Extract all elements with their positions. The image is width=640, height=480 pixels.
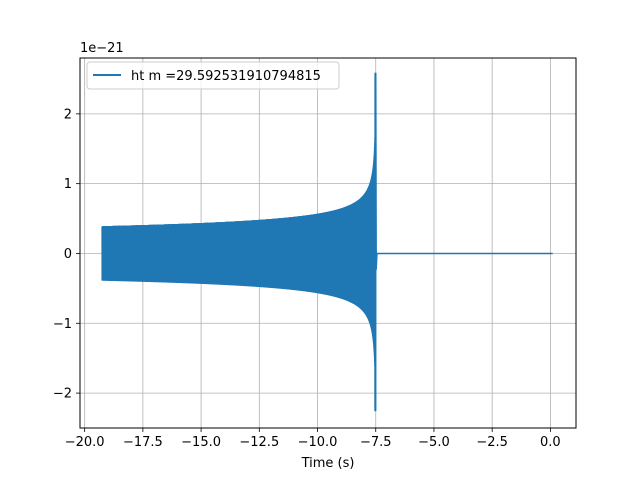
x-tick-label: −15.0 (181, 435, 221, 450)
x-tick-label: 0.0 (540, 435, 561, 450)
plot-area (101, 72, 553, 412)
x-tick-label: −7.5 (360, 435, 392, 450)
x-tick-label: −10.0 (298, 435, 338, 450)
x-tick-label: −20.0 (65, 435, 105, 450)
x-tick-label: −2.5 (476, 435, 508, 450)
x-tick-label: −5.0 (418, 435, 450, 450)
y-tick-label: −2 (53, 387, 72, 402)
y-axis-ticks: −2 −1 0 1 2 (53, 107, 80, 402)
x-tick-label: −17.5 (123, 435, 163, 450)
x-axis-ticks: −20.0 −17.5 −15.0 −12.5 −10.0 −7.5 −5.0 −2.5 0.0 (65, 428, 561, 450)
legend-box (86, 61, 340, 90)
series-line-ht (101, 72, 553, 412)
y-tick-label: 2 (64, 107, 72, 122)
legend: ht m =29.592531910794815 (86, 61, 340, 90)
legend-entry-label: ht m =29.592531910794815 (131, 69, 321, 84)
y-tick-label: 1 (64, 177, 72, 192)
y-offset-label: 1e−21 (80, 41, 124, 56)
axes-frame (79, 57, 577, 429)
y-tick-label: −1 (53, 317, 72, 332)
x-tick-label: −12.5 (239, 435, 279, 450)
x-axis-label: Time (s) (301, 456, 355, 471)
y-tick-label: 0 (64, 247, 72, 262)
